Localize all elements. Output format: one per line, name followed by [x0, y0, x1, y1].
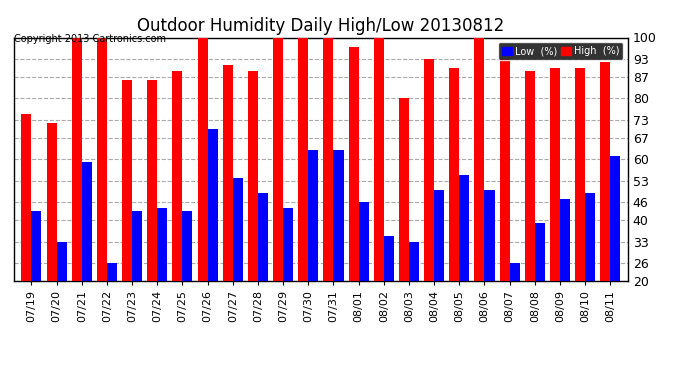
Bar — [460, 175, 469, 342]
Bar — [57, 242, 67, 342]
Bar — [72, 38, 81, 342]
Bar — [424, 59, 434, 342]
Bar — [172, 71, 182, 342]
Bar — [324, 38, 333, 342]
Bar — [610, 156, 620, 342]
Bar — [575, 68, 585, 342]
Bar — [157, 208, 168, 342]
Legend: Low  (%), High  (%): Low (%), High (%) — [498, 42, 623, 60]
Bar — [147, 80, 157, 342]
Bar — [248, 71, 258, 342]
Text: Copyright 2013 Cartronics.com: Copyright 2013 Cartronics.com — [14, 34, 166, 44]
Bar — [560, 199, 570, 342]
Bar — [409, 242, 419, 342]
Bar — [600, 62, 610, 342]
Bar — [298, 38, 308, 342]
Bar — [484, 190, 495, 342]
Bar — [273, 38, 283, 342]
Bar — [46, 123, 57, 342]
Title: Outdoor Humidity Daily High/Low 20130812: Outdoor Humidity Daily High/Low 20130812 — [137, 16, 504, 34]
Bar — [585, 193, 595, 342]
Bar — [208, 129, 217, 342]
Bar — [132, 211, 142, 342]
Bar — [333, 150, 344, 342]
Bar — [107, 263, 117, 342]
Bar — [182, 211, 193, 342]
Bar — [524, 71, 535, 342]
Bar — [348, 46, 359, 342]
Bar — [500, 59, 510, 342]
Bar — [399, 99, 409, 342]
Bar — [510, 263, 520, 342]
Bar — [233, 178, 243, 342]
Bar — [21, 114, 32, 342]
Bar — [449, 68, 460, 342]
Bar — [535, 224, 545, 342]
Bar — [258, 193, 268, 342]
Bar — [550, 68, 560, 342]
Bar — [97, 38, 107, 342]
Bar — [434, 190, 444, 342]
Bar — [223, 65, 233, 342]
Bar — [308, 150, 318, 342]
Bar — [32, 211, 41, 342]
Bar — [283, 208, 293, 342]
Bar — [197, 38, 208, 342]
Bar — [122, 80, 132, 342]
Bar — [359, 202, 368, 342]
Bar — [475, 38, 484, 342]
Bar — [384, 236, 394, 342]
Bar — [81, 162, 92, 342]
Bar — [374, 38, 384, 342]
